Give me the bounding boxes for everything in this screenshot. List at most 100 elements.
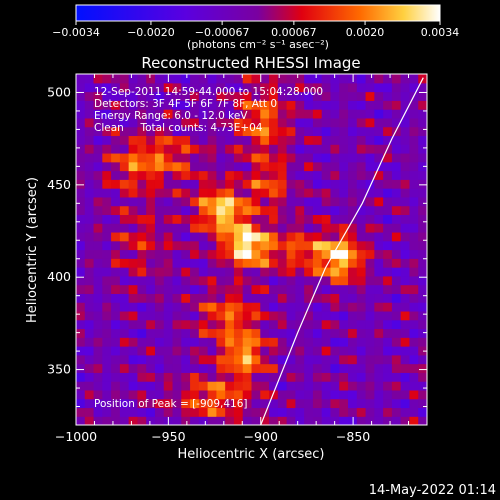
heatmap-cell [321, 240, 332, 251]
heatmap-cell [304, 152, 314, 163]
heatmap-cell [198, 109, 209, 119]
heatmap-cell [391, 223, 402, 233]
heatmap-cell [93, 416, 103, 425]
heatmap-cell [163, 205, 174, 215]
heatmap-cell [277, 135, 288, 145]
heatmap-cell [111, 214, 121, 224]
heatmap-cell [76, 284, 86, 294]
heatmap-cell [181, 293, 191, 303]
heatmap-cell [172, 188, 182, 198]
heatmap-cell [295, 328, 305, 338]
heatmap-cell [128, 144, 139, 154]
heatmap-cell [181, 258, 191, 268]
heatmap-cell [76, 258, 86, 268]
heatmap-cell [137, 258, 147, 268]
heatmap-cell [154, 381, 165, 391]
heatmap-cell [391, 161, 402, 172]
heatmap-cell [172, 117, 182, 128]
heatmap-cell [76, 398, 86, 409]
heatmap-cell [84, 100, 95, 110]
heatmap-cell [146, 214, 156, 224]
heatmap-cell [102, 416, 112, 425]
heatmap-cell [312, 126, 323, 137]
heatmap-cell [286, 302, 296, 312]
heatmap-cell [409, 109, 419, 119]
heatmap-cell [374, 363, 384, 373]
heatmap-cell [365, 284, 375, 294]
heatmap-cell [93, 74, 103, 84]
heatmap-cell [269, 328, 279, 338]
heatmap-cell [374, 328, 384, 338]
heatmap-cell [348, 205, 358, 215]
heatmap-cell [111, 328, 121, 338]
heatmap-cell [321, 416, 332, 425]
heatmap-cell [321, 363, 332, 373]
heatmap-cell [93, 109, 103, 119]
heatmap-cell [295, 74, 305, 84]
heatmap-cell [216, 205, 226, 215]
heatmap-cell [330, 161, 340, 172]
heatmap-cell [304, 223, 314, 233]
heatmap-cell [137, 363, 147, 373]
heatmap-cell [391, 117, 402, 128]
heatmap-cell [374, 188, 384, 198]
heatmap-cell [374, 74, 384, 84]
heatmap-cell [198, 188, 209, 198]
heatmap-cell [242, 205, 253, 215]
heatmap-cell [251, 407, 261, 417]
heatmap-cell [128, 100, 139, 110]
heatmap-cell [356, 363, 367, 373]
heatmap-cell [356, 126, 367, 137]
heatmap-cell [365, 249, 375, 259]
heatmap-cell [356, 117, 367, 128]
heatmap-cell [137, 372, 147, 382]
heatmap-cell [269, 91, 279, 101]
heatmap-cell [93, 82, 103, 93]
heatmap-cell [383, 109, 393, 119]
heatmap-cell [286, 337, 296, 347]
heatmap-cell [277, 205, 288, 215]
heatmap-cell [190, 223, 200, 233]
heatmap-cell [348, 179, 358, 189]
heatmap-cell [409, 196, 419, 207]
heatmap-cell [198, 117, 209, 128]
heatmap-cell [76, 381, 86, 391]
x-tick-label: −900 [244, 429, 278, 444]
heatmap-cell [146, 117, 156, 128]
heatmap-cell [295, 398, 305, 409]
heatmap-cell [190, 389, 200, 400]
heatmap-cell [198, 144, 209, 154]
heatmap-cell [111, 188, 121, 198]
heatmap-cell [295, 310, 305, 321]
heatmap-cell [233, 337, 244, 347]
heatmap-cell [295, 205, 305, 215]
heatmap-cell [409, 205, 419, 215]
heatmap-cell [251, 363, 261, 373]
heatmap-cell [348, 170, 358, 180]
heatmap-cell [207, 170, 217, 180]
heatmap-cell [251, 188, 261, 198]
heatmap-cell [374, 82, 384, 93]
heatmap-cell [233, 82, 244, 93]
heatmap-cell [111, 381, 121, 391]
heatmap-cell [137, 144, 147, 154]
heatmap-cell [251, 284, 261, 294]
heatmap-cell [339, 74, 349, 84]
heatmap-cell [119, 302, 130, 312]
heatmap-cell [137, 293, 147, 303]
heatmap-cell [260, 310, 270, 321]
heatmap-cell [242, 249, 253, 259]
heatmap-cell [251, 398, 261, 409]
heatmap-cell [146, 354, 156, 365]
heatmap-cell [269, 319, 279, 330]
heatmap-cell [251, 293, 261, 303]
heatmap-cell [409, 275, 419, 286]
heatmap-cell [286, 188, 296, 198]
heatmap-cell [163, 100, 174, 110]
heatmap-cell [233, 74, 244, 84]
heatmap-cell [190, 363, 200, 373]
heatmap-cell [163, 363, 174, 373]
heatmap-cell [418, 319, 427, 330]
heatmap-cell [216, 328, 226, 338]
heatmap-cell [339, 179, 349, 189]
